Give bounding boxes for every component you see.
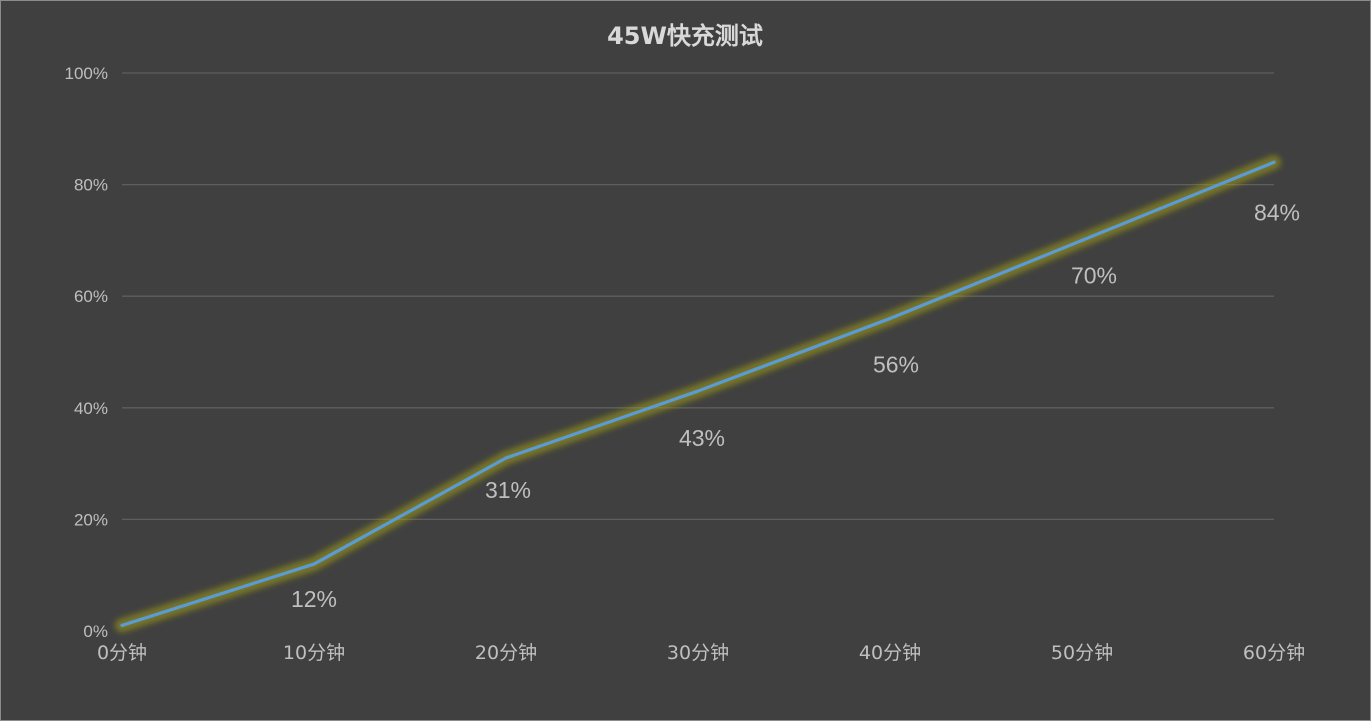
x-tick-label: 10分钟 xyxy=(283,642,345,664)
data-label: 84% xyxy=(1254,199,1300,225)
y-tick-label: 40% xyxy=(74,399,108,418)
data-label: 70% xyxy=(1071,262,1117,288)
data-point xyxy=(120,623,124,628)
data-labels: 12% 31% 43% 56% 70% 84% xyxy=(291,199,1300,612)
x-tick-label: 20分钟 xyxy=(475,642,537,664)
x-tick-label: 60分钟 xyxy=(1243,642,1305,664)
data-point xyxy=(504,456,508,460)
x-tick-label: 0分钟 xyxy=(97,642,147,664)
data-label: 31% xyxy=(485,477,531,503)
data-label: 43% xyxy=(679,425,725,451)
y-tick-label: 100% xyxy=(65,64,108,83)
y-tick-label: 60% xyxy=(74,287,108,306)
data-point xyxy=(696,389,700,393)
x-tick-label: 30分钟 xyxy=(667,642,729,664)
x-axis-ticks: 0分钟 10分钟 20分钟 30分钟 40分钟 50分钟 60分钟 xyxy=(97,642,1305,664)
data-point xyxy=(1272,160,1276,164)
data-point xyxy=(888,316,892,321)
y-tick-label: 20% xyxy=(74,510,108,529)
data-label: 12% xyxy=(291,586,337,612)
data-point xyxy=(312,562,316,566)
data-label: 56% xyxy=(873,352,919,378)
x-tick-label: 40分钟 xyxy=(859,642,921,664)
series-charge-level xyxy=(115,155,1281,633)
y-tick-label: 80% xyxy=(74,176,108,195)
gridlines xyxy=(122,72,1274,521)
x-tick-label: 50分钟 xyxy=(1051,642,1113,664)
y-axis-ticks: 0% 20% 40% 60% 80% 100% xyxy=(65,64,108,641)
data-point xyxy=(1080,238,1084,242)
chart-title: 45W快充测试 xyxy=(607,22,763,50)
y-tick-label: 0% xyxy=(83,622,108,641)
